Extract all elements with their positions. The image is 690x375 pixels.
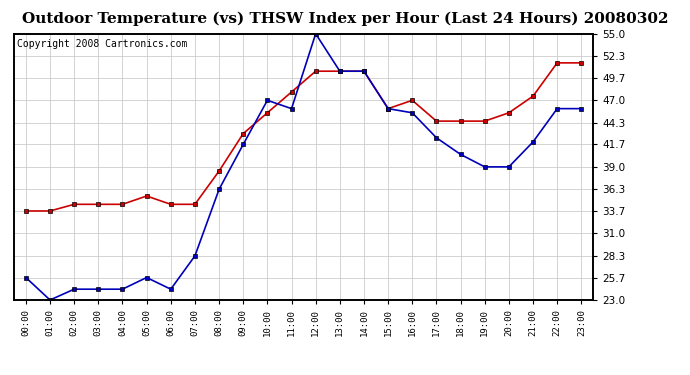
Text: Outdoor Temperature (vs) THSW Index per Hour (Last 24 Hours) 20080302: Outdoor Temperature (vs) THSW Index per … <box>22 11 668 26</box>
Text: Copyright 2008 Cartronics.com: Copyright 2008 Cartronics.com <box>17 39 187 49</box>
